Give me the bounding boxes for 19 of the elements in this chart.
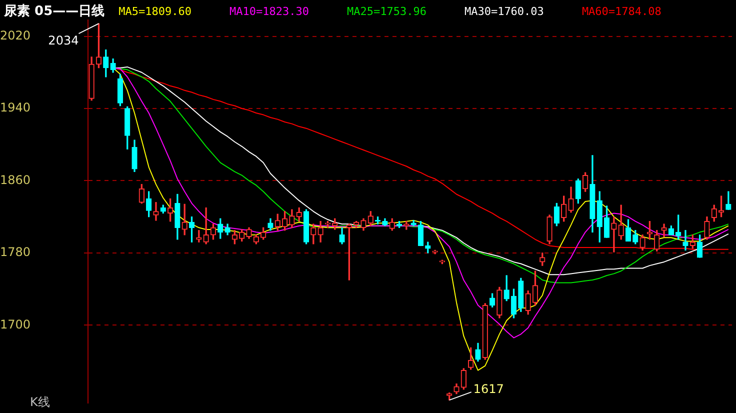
candlestick — [203, 207, 209, 244]
text: MA25=1753.96 — [346, 5, 426, 18]
y-tick-label: 1940 — [0, 100, 31, 115]
text: MA5=1809.60 — [118, 5, 192, 18]
candlestick — [153, 202, 159, 221]
annotation: 1617 — [473, 382, 504, 396]
candlestick — [682, 230, 688, 251]
y-tick-label: 1780 — [0, 245, 31, 260]
y-tick-label: 2020 — [0, 28, 31, 42]
candlestick — [404, 221, 410, 230]
text: MA10=1823.30 — [229, 5, 309, 18]
text: K线 — [30, 395, 50, 410]
text: MA60=1784.08 — [582, 5, 662, 18]
chart-title: 尿素 05——日线 — [4, 2, 105, 20]
candlestick — [611, 216, 617, 252]
y-tick-label: 1860 — [0, 172, 31, 187]
y-tick-label: 1700 — [0, 317, 31, 332]
text: 2034 — [48, 34, 79, 48]
text: MA30=1760.03 — [464, 5, 544, 18]
